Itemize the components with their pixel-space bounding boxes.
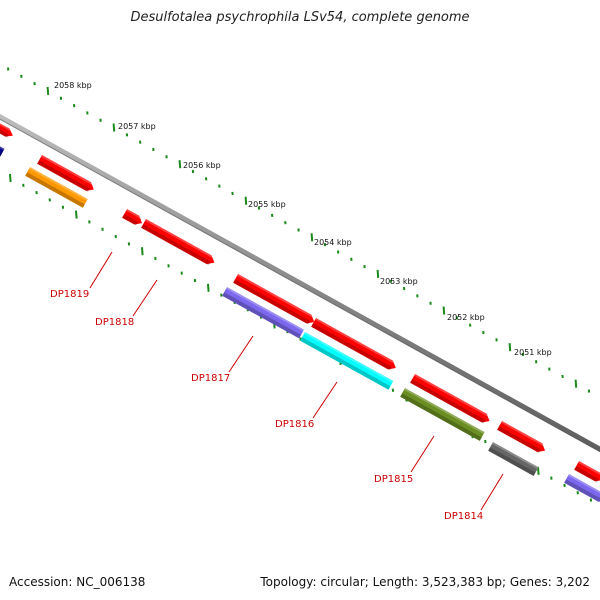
tick-major xyxy=(178,160,182,169)
gene-label-dp1815[interactable]: DP1815 xyxy=(374,474,413,485)
feature-red-block[interactable] xyxy=(141,219,217,267)
tick-major xyxy=(537,466,540,475)
feature-red-block[interactable] xyxy=(233,274,317,326)
feature-gray-block[interactable] xyxy=(488,442,539,476)
feature-orange-block[interactable] xyxy=(25,167,88,208)
scale-label-2056: 2056 kbp xyxy=(183,161,221,170)
feature-red-block[interactable] xyxy=(574,461,600,484)
label-leaders xyxy=(89,251,504,511)
topology-summary: Topology: circular; Length: 3,523,383 bp… xyxy=(260,575,590,589)
feature-red-block[interactable] xyxy=(122,209,144,227)
tick-major xyxy=(207,283,210,292)
scale-ticks-outer xyxy=(7,67,591,393)
feature-olive-block[interactable] xyxy=(400,388,485,441)
gene-label-dp1816[interactable]: DP1816 xyxy=(275,419,314,430)
feature-navy-block[interactable] xyxy=(0,143,5,157)
tick-major xyxy=(574,379,578,388)
scale-label-2051: 2051 kbp xyxy=(514,348,552,357)
feature-red-block[interactable] xyxy=(497,421,547,455)
genome-backbone xyxy=(0,113,600,453)
gene-label-dp1817[interactable]: DP1817 xyxy=(191,373,230,384)
accession-text: Accession: NC_006138 xyxy=(9,575,146,589)
gene-label-dp1819[interactable]: DP1819 xyxy=(50,289,89,300)
tick-major xyxy=(112,123,116,132)
scale-label-2052: 2052 kbp xyxy=(447,313,485,322)
feature-purple-block[interactable] xyxy=(222,287,304,339)
tick-major xyxy=(244,196,248,205)
feature-red-block[interactable] xyxy=(410,374,492,425)
feature-red-block[interactable] xyxy=(0,120,15,140)
feature-purple-block[interactable] xyxy=(564,474,600,503)
page-title: Desulfotalea psychrophila LSv54, complet… xyxy=(130,10,470,25)
scale-label-2058: 2058 kbp xyxy=(54,81,92,90)
tick-major xyxy=(46,86,50,96)
tick-major xyxy=(310,233,314,242)
scale-label-2054: 2054 kbp xyxy=(314,238,352,247)
scale-label-2053: 2053 kbp xyxy=(380,277,418,286)
feature-cyan-block[interactable] xyxy=(300,332,394,390)
gene-features xyxy=(0,120,600,503)
tick-major xyxy=(75,210,78,219)
gene-label-dp1818[interactable]: DP1818 xyxy=(95,317,134,328)
scale-label-2055: 2055 kbp xyxy=(248,200,286,209)
tick-major xyxy=(141,247,144,256)
tick-major xyxy=(442,306,446,315)
tick-major xyxy=(376,269,380,279)
scale-label-2057: 2057 kbp xyxy=(118,122,156,131)
tick-major xyxy=(9,173,12,183)
feature-red-block[interactable] xyxy=(37,155,96,194)
feature-red-block[interactable] xyxy=(311,318,398,372)
gene-label-dp1814[interactable]: DP1814 xyxy=(444,511,483,522)
tick-major xyxy=(508,343,512,352)
